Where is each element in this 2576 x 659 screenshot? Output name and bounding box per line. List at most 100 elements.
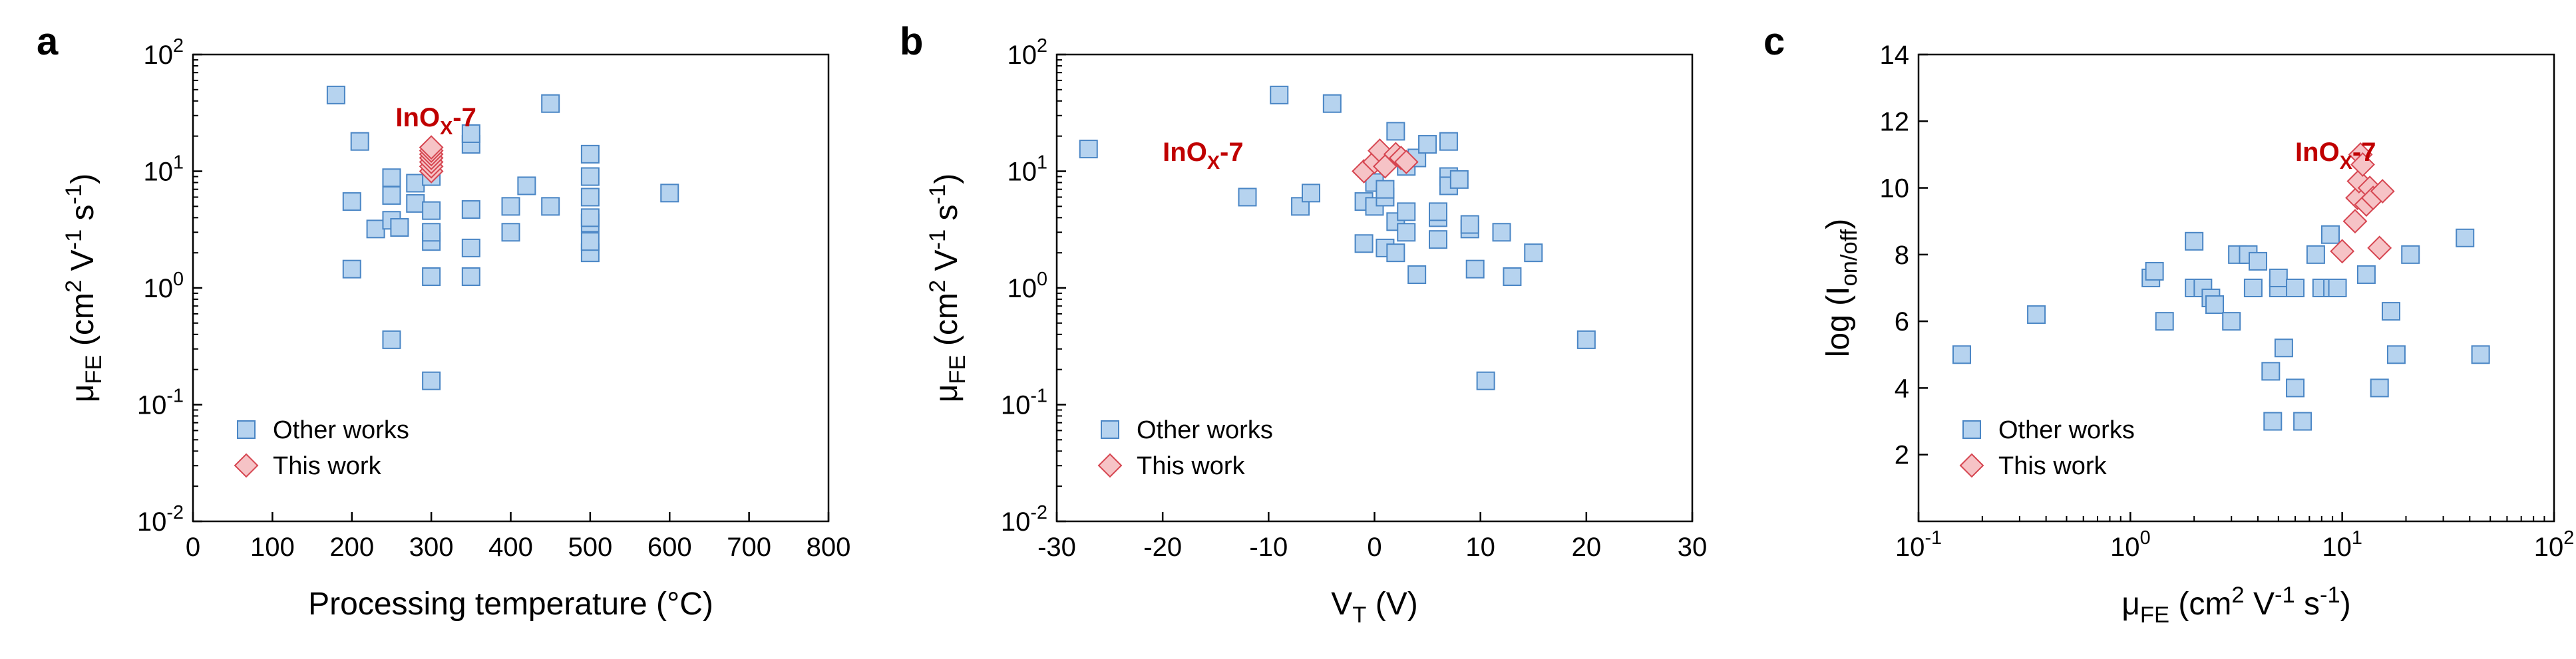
tick-base: 10 xyxy=(1001,507,1031,537)
plot-frame xyxy=(1917,53,2555,523)
y-axis-title: μFE (cm2 V-1 s-1) xyxy=(61,174,106,402)
y-tick-label: 6 xyxy=(1895,307,1909,336)
series-other-works xyxy=(326,85,679,390)
tick-base: 10 xyxy=(1895,533,1925,562)
data-point-square xyxy=(326,85,345,104)
tick-base: 10 xyxy=(1007,41,1037,70)
x-tick-label: 200 xyxy=(329,533,374,562)
legend-label-this-work: This work xyxy=(1998,452,2108,480)
label-part-sup3: -1 xyxy=(61,184,87,205)
label-part-end: ) xyxy=(65,174,100,184)
legend-marker-square xyxy=(237,420,256,439)
series-other-works xyxy=(1079,85,1596,390)
label-part-sup2: -1 xyxy=(61,229,87,250)
data-point-square xyxy=(2185,231,2204,251)
y-tick-label: 14 xyxy=(1880,41,1910,70)
label-part-sup1: 2 xyxy=(925,280,950,293)
data-point-diamond xyxy=(419,135,444,160)
annotation-label: InOX-7 xyxy=(1163,138,1243,174)
label-part-end: ) xyxy=(1821,219,1856,229)
y-tick-label: 101 xyxy=(1007,152,1047,187)
x-tick-label: 300 xyxy=(409,533,454,562)
legend-marker-diamond xyxy=(1959,453,1984,478)
label-part-end: -7 xyxy=(453,103,476,132)
data-point-square xyxy=(1576,330,1596,349)
data-point-square xyxy=(1449,170,1469,189)
data-point-diamond xyxy=(2370,179,2395,203)
series-this-work xyxy=(1352,138,1419,184)
label-part-mid2: s xyxy=(65,204,100,229)
data-point-square xyxy=(2382,302,2401,321)
label-part-sub: FE xyxy=(2140,602,2169,628)
data-point-square xyxy=(1322,94,1342,113)
x-tick-label: 100 xyxy=(2110,527,2151,562)
y-tick-label: 10-2 xyxy=(1001,502,1047,537)
tick-exp: 2 xyxy=(173,35,184,57)
data-point-square xyxy=(2386,345,2406,364)
y-axis-title: μFE (cm2 V-1 s-1) xyxy=(925,174,970,402)
data-point-square xyxy=(2471,345,2490,364)
tick-exp: 2 xyxy=(1037,35,1047,57)
tick-exp: -2 xyxy=(1030,502,1047,523)
panel-letter: c xyxy=(1763,20,1785,63)
y-tick-label: 4 xyxy=(1895,374,1909,403)
series-other-works xyxy=(1952,225,2490,431)
data-point-square xyxy=(390,218,409,237)
data-point-square xyxy=(1503,267,1522,286)
x-tick-label: 600 xyxy=(647,533,692,562)
tick-exp: 1 xyxy=(2352,527,2362,549)
y-tick-label: 100 xyxy=(143,269,184,303)
data-point-square xyxy=(1238,188,1257,207)
panel-letter: b xyxy=(900,20,923,63)
data-point-square xyxy=(2356,265,2376,284)
data-point-square xyxy=(580,167,600,186)
tick-exp: -1 xyxy=(1030,386,1047,407)
label-part-end: -7 xyxy=(1220,138,1244,167)
x-tick-label: 0 xyxy=(186,533,200,562)
data-point-square xyxy=(501,197,520,216)
label-part-sub: FE xyxy=(81,354,106,384)
series-this-work xyxy=(2330,142,2395,264)
series-this-work xyxy=(419,135,444,184)
legend-label-other-works: Other works xyxy=(1137,416,1273,444)
legend-marker-diamond xyxy=(234,453,259,478)
label-part-end: -7 xyxy=(2352,138,2376,167)
data-point-square xyxy=(2027,305,2046,325)
y-tick-label: 102 xyxy=(143,35,184,70)
data-point-square xyxy=(1270,85,1289,104)
x-tick-label: 400 xyxy=(488,533,533,562)
y-tick-label: 10-1 xyxy=(1001,386,1047,420)
legend-label-other-works: Other works xyxy=(273,416,409,444)
label-part-sub: T xyxy=(1352,602,1366,628)
x-tick-label: -10 xyxy=(1249,533,1288,562)
label-part-main: InO xyxy=(1163,138,1207,167)
tick-exp: 2 xyxy=(2563,527,2574,549)
legend-marker-diamond xyxy=(1097,453,1123,478)
label-part-end: (V) xyxy=(1366,587,1417,622)
data-point-square xyxy=(580,232,600,251)
data-point-square xyxy=(2248,251,2267,271)
data-point-square xyxy=(422,223,441,242)
data-point-square xyxy=(1492,223,1511,242)
label-part-main: μ xyxy=(2121,587,2140,622)
data-point-square xyxy=(2145,261,2164,281)
x-tick-label: -20 xyxy=(1143,533,1182,562)
data-point-square xyxy=(406,194,425,213)
x-tick-label: 20 xyxy=(1572,533,1602,562)
data-point-square xyxy=(580,188,600,207)
x-tick-label: 500 xyxy=(568,533,613,562)
y-tick-label: 101 xyxy=(143,152,184,187)
label-part-rest: (cm xyxy=(2169,587,2231,622)
y-tick-label: 10-2 xyxy=(137,502,184,537)
data-point-square xyxy=(2401,245,2420,264)
data-point-square xyxy=(382,330,401,349)
x-tick-label: 30 xyxy=(1678,533,1708,562)
y-tick-label: 100 xyxy=(1007,269,1047,303)
data-point-square xyxy=(382,186,401,205)
x-axis-title: Processing temperature (°C) xyxy=(308,587,713,622)
data-point-square xyxy=(1476,371,1495,390)
data-point-square xyxy=(461,238,480,257)
data-point-square xyxy=(1952,345,1971,364)
annotation-label: InOX-7 xyxy=(395,103,476,139)
tick-base: 10 xyxy=(1007,274,1037,303)
